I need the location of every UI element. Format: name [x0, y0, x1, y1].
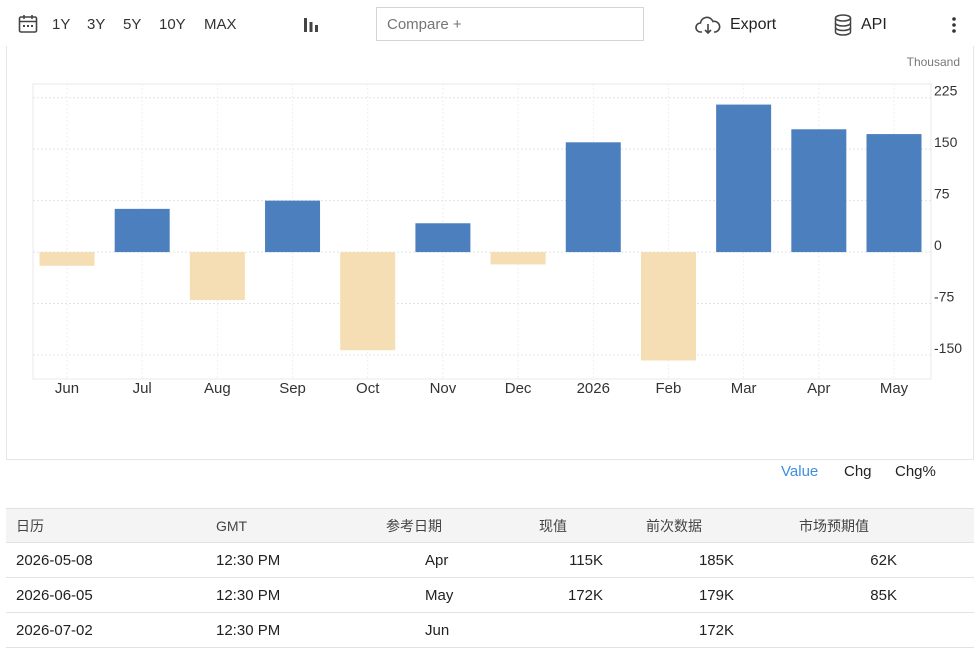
- cell-previous: 172K: [698, 622, 734, 639]
- tab-chg-percent[interactable]: Chg%: [895, 463, 936, 480]
- cell-actual: 172K: [567, 587, 603, 604]
- cell-actual: 115K: [569, 552, 603, 569]
- header-reference: 参考日期: [386, 518, 442, 534]
- y-tick-label: 0: [934, 237, 942, 253]
- x-tick-label: Apr: [807, 380, 830, 397]
- tab-value[interactable]: Value: [781, 463, 819, 480]
- cloud-download-icon[interactable]: [695, 15, 721, 40]
- x-tick-label: Sep: [279, 380, 306, 397]
- tab-chg[interactable]: Chg: [844, 463, 872, 480]
- range-1y-button[interactable]: 1Y: [52, 16, 71, 33]
- cell-previous: 179K: [698, 587, 734, 604]
- plot-border: [32, 83, 932, 380]
- bar: [39, 252, 95, 266]
- api-button[interactable]: API: [861, 16, 887, 33]
- header-gmt: GMT: [216, 518, 248, 534]
- x-tick-label: 2026: [577, 380, 610, 397]
- cell-consensus: 62K: [870, 552, 897, 569]
- export-button[interactable]: Export: [730, 16, 777, 33]
- range-10y-button[interactable]: 10Y: [159, 16, 186, 33]
- x-tick-label: Jun: [55, 380, 79, 397]
- bar-chart-icon[interactable]: [302, 15, 320, 38]
- bar: [716, 104, 772, 253]
- x-tick-label: Aug: [204, 380, 231, 397]
- header-calendar: 日历: [16, 518, 44, 534]
- table-row: 2026-07-02 12:30 PM Jun 172K: [6, 613, 974, 648]
- database-icon[interactable]: [834, 14, 852, 41]
- chart-panel: 225 150 75 0 -75 -150 Thousand Jun Jul Aug Sep Oct N…: [6, 46, 974, 480]
- calendar-table: 日历 GMT 参考日期 现值 前次数据 市场预期值 2026-05-08 12:…: [6, 508, 974, 648]
- x-tick-label: Nov: [430, 380, 457, 397]
- y-tick-label: 150: [934, 134, 958, 150]
- header-consensus: 市场预期值: [799, 518, 869, 534]
- bar: [415, 223, 471, 253]
- x-tick-label: Jul: [133, 380, 152, 397]
- cell-time: 12:30 PM: [216, 587, 281, 604]
- cell-previous: 185K: [698, 552, 734, 569]
- range-max-button[interactable]: MAX: [204, 16, 237, 33]
- table-row: 2026-06-05 12:30 PM May 172K 179K 85K: [6, 578, 974, 613]
- range-3y-button[interactable]: 3Y: [87, 16, 106, 33]
- cell-time: 12:30 PM: [216, 622, 281, 639]
- header-previous: 前次数据: [646, 518, 702, 534]
- cell-reference: Jun: [425, 622, 450, 639]
- x-tick-label: Mar: [731, 380, 757, 397]
- chart-toolbar: 1Y 3Y 5Y 10Y MAX Export API: [0, 0, 980, 46]
- bar: [565, 142, 621, 253]
- cell-consensus: 85K: [870, 587, 897, 604]
- cell-reference: May: [425, 587, 454, 604]
- y-tick-label: -150: [934, 340, 962, 356]
- bar: [189, 252, 245, 301]
- header-actual: 现值: [539, 518, 567, 534]
- bar: [340, 252, 396, 351]
- cell-date: 2026-05-08: [16, 552, 93, 569]
- y-tick-label: -75: [934, 289, 954, 305]
- cell-reference: Apr: [425, 552, 449, 569]
- y-tick-label: 225: [934, 83, 958, 99]
- x-tick-label: Oct: [356, 380, 380, 397]
- compare-input[interactable]: [376, 7, 644, 41]
- table-row: 2026-05-08 12:30 PM Apr 115K 185K 62K: [6, 543, 974, 578]
- cell-date: 2026-07-02: [16, 622, 93, 639]
- bar: [640, 252, 696, 361]
- unit-label: Thousand: [907, 55, 960, 69]
- x-tick-label: May: [880, 380, 909, 397]
- bar-chart: 225 150 75 0 -75 -150 Thousand Jun Jul Aug Sep Oct N…: [32, 55, 962, 397]
- range-5y-button[interactable]: 5Y: [123, 16, 142, 33]
- cell-date: 2026-06-05: [16, 587, 93, 604]
- bar: [490, 252, 546, 265]
- cell-time: 12:30 PM: [216, 552, 281, 569]
- bar: [791, 129, 847, 253]
- x-tick-label: Feb: [656, 380, 682, 397]
- more-vertical-icon[interactable]: [951, 17, 957, 38]
- y-tick-label: 75: [934, 186, 950, 202]
- table-header: 日历 GMT 参考日期 现值 前次数据 市场预期值: [6, 508, 974, 543]
- x-tick-label: Dec: [505, 380, 532, 397]
- bar: [265, 200, 321, 253]
- bar: [866, 134, 922, 253]
- bar: [114, 208, 170, 253]
- calendar-icon[interactable]: [18, 14, 38, 39]
